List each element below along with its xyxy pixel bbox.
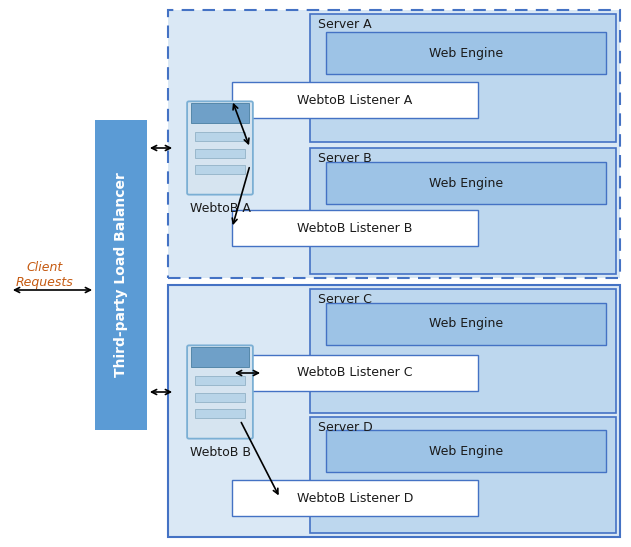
Bar <box>168 285 620 537</box>
Bar <box>326 303 606 345</box>
Bar <box>326 32 606 74</box>
Bar <box>195 149 245 158</box>
Bar <box>310 417 616 533</box>
Text: Web Engine: Web Engine <box>429 317 503 330</box>
Text: Server C: Server C <box>318 293 372 306</box>
Text: Server B: Server B <box>318 152 372 165</box>
Text: Web Engine: Web Engine <box>429 445 503 457</box>
FancyBboxPatch shape <box>187 345 253 439</box>
Bar <box>195 376 245 385</box>
Bar <box>195 132 245 141</box>
Bar <box>191 103 249 123</box>
Text: Client
Requests: Client Requests <box>16 261 74 289</box>
Text: WebtoB Listener A: WebtoB Listener A <box>297 94 413 107</box>
Bar <box>310 148 616 274</box>
Bar <box>310 289 616 413</box>
Bar <box>326 162 606 204</box>
Text: Server A: Server A <box>318 18 372 31</box>
Text: WebtoB Listener C: WebtoB Listener C <box>297 366 413 380</box>
Text: Web Engine: Web Engine <box>429 46 503 60</box>
Text: WebtoB B: WebtoB B <box>189 445 251 458</box>
Text: Server D: Server D <box>318 421 373 434</box>
Bar <box>232 480 478 516</box>
Bar <box>195 393 245 401</box>
Bar <box>195 166 245 174</box>
Bar <box>326 430 606 472</box>
Bar <box>310 14 616 142</box>
Bar <box>195 410 245 418</box>
Text: WebtoB A: WebtoB A <box>189 201 251 214</box>
Text: Web Engine: Web Engine <box>429 177 503 189</box>
Text: WebtoB Listener D: WebtoB Listener D <box>297 492 413 504</box>
Bar <box>232 210 478 246</box>
Bar <box>168 10 620 278</box>
FancyBboxPatch shape <box>187 101 253 195</box>
Text: Third-party Load Balancer: Third-party Load Balancer <box>114 172 128 377</box>
Bar <box>95 120 147 430</box>
Bar <box>191 347 249 367</box>
Text: WebtoB Listener B: WebtoB Listener B <box>297 222 413 235</box>
Bar <box>232 355 478 391</box>
Bar <box>232 82 478 118</box>
